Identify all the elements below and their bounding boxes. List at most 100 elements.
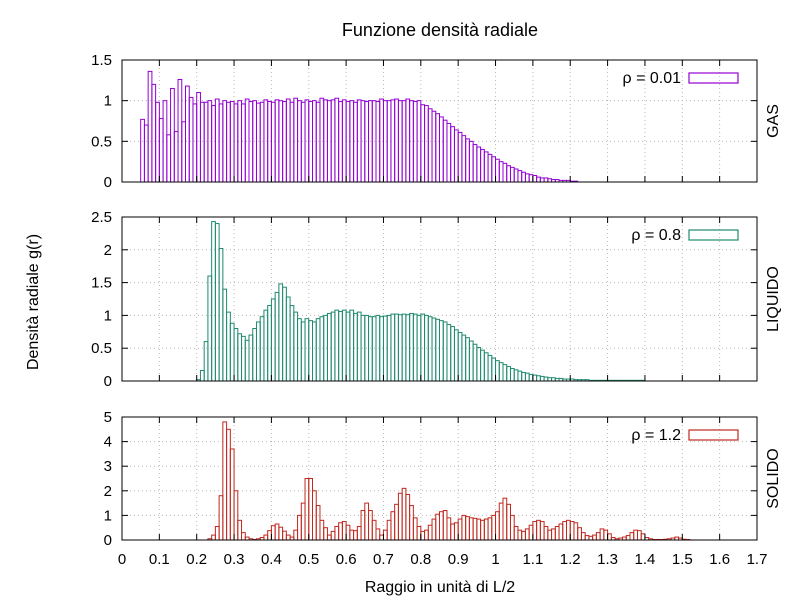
histogram-bar (476, 518, 482, 541)
histogram-bar (446, 517, 452, 541)
histogram-bar (439, 116, 444, 183)
legend-swatch (688, 229, 739, 241)
histogram-bar (491, 357, 497, 382)
histogram-bar (297, 318, 302, 382)
histogram-bar (513, 525, 519, 541)
histogram-bar (203, 341, 209, 382)
y-tick-label: 0.5 (91, 340, 112, 357)
histogram-bar (147, 70, 153, 183)
histogram-bar (506, 366, 511, 382)
histogram-bar (345, 311, 351, 382)
histogram-bar (293, 97, 299, 183)
histogram-bar (435, 318, 441, 382)
histogram-bar (532, 374, 538, 382)
histogram-bar (502, 162, 508, 183)
legend-label: ρ = 0.01 (623, 70, 682, 87)
histogram-bar (229, 448, 235, 541)
histogram-bar (341, 521, 347, 541)
histogram-bar (465, 337, 470, 382)
histogram-bar (338, 310, 343, 382)
y-tick-label: 1 (104, 307, 112, 324)
histogram-bar (599, 528, 605, 541)
histogram-bar (207, 275, 213, 382)
histogram-bar (188, 96, 194, 183)
histogram-bar (297, 514, 302, 541)
histogram-bar (491, 156, 497, 183)
histogram-bar (379, 534, 384, 541)
histogram-bar (480, 148, 485, 183)
panel-label: SOLIDO (765, 448, 782, 508)
histogram-bar (282, 100, 287, 183)
histogram-bar (554, 525, 560, 541)
histogram-bar (255, 102, 261, 183)
histogram-bar (442, 119, 448, 183)
y-tick-label: 0 (104, 532, 112, 549)
histogram-bar (375, 528, 381, 541)
histogram-bar (495, 511, 500, 541)
histogram-bar (345, 524, 351, 541)
histogram-bar (498, 161, 504, 183)
panel-label: LIQUIDO (765, 266, 782, 332)
histogram-bar (173, 131, 179, 183)
histogram-bar (409, 505, 414, 541)
histogram-bar (375, 314, 381, 382)
x-tick-label: 1.2 (560, 551, 581, 568)
histogram-bar (498, 502, 504, 541)
x-tick-label: 0 (118, 551, 126, 568)
histogram-bar (248, 334, 254, 382)
histogram-bar (427, 316, 433, 382)
histogram-bar (409, 312, 414, 382)
histogram-bar (267, 530, 272, 541)
histogram-bar (382, 529, 388, 541)
histogram-bar (536, 176, 541, 183)
plot-frame (121, 216, 758, 382)
histogram-bar (416, 525, 422, 541)
histogram-bar (349, 529, 355, 541)
y-tick-label: 1.5 (91, 52, 112, 69)
histogram-bar (427, 524, 433, 541)
y-tick-label: 2.5 (91, 209, 112, 226)
x-tick-label: 0.2 (186, 551, 207, 568)
histogram-bar (308, 478, 314, 541)
histogram-bar (155, 101, 160, 183)
histogram-bar (379, 98, 384, 183)
panel-solido: 0 1 2 3 4 5 SOLIDO ρ = 1.2 (104, 409, 782, 549)
histogram-bar (420, 313, 426, 382)
histogram-bar (214, 525, 220, 541)
histogram-bar (483, 518, 489, 541)
histogram-bar (308, 320, 314, 382)
histogram-bar (356, 525, 362, 541)
histogram-bar (394, 98, 399, 183)
histogram-bar (196, 92, 201, 183)
histogram-bar (502, 497, 508, 541)
x-tick-label: 1.5 (672, 551, 693, 568)
histogram-bar (255, 321, 261, 382)
x-tick-label: 1.7 (747, 551, 768, 568)
histogram-bar (334, 525, 340, 541)
histogram-bar (480, 349, 485, 382)
histogram-bar (304, 478, 310, 541)
histogram-bar (457, 518, 463, 541)
histogram-bar (547, 529, 553, 541)
x-tick-label: 0.1 (149, 551, 170, 568)
histogram-bar (289, 101, 295, 183)
x-tick-label: 1.4 (635, 551, 656, 568)
histogram-bar (334, 97, 340, 183)
x-tick-label: 0.9 (448, 551, 469, 568)
histogram-bar (607, 533, 612, 541)
histogram-bar (375, 100, 381, 183)
histogram-bar (211, 221, 216, 382)
histogram-bar (461, 514, 467, 541)
histogram-bar (528, 373, 534, 382)
histogram-bar (517, 529, 523, 541)
histogram-bar (300, 502, 306, 541)
histogram-bar (412, 100, 418, 183)
histogram-bar (633, 529, 638, 541)
histogram-bar (326, 534, 332, 541)
histogram-bar (517, 370, 523, 382)
histogram-bar (214, 98, 220, 183)
histogram-bar (177, 79, 183, 183)
chart-title: Funzione densità radiale (342, 20, 538, 40)
histogram-bar (401, 487, 407, 541)
histogram-bar (244, 98, 250, 183)
